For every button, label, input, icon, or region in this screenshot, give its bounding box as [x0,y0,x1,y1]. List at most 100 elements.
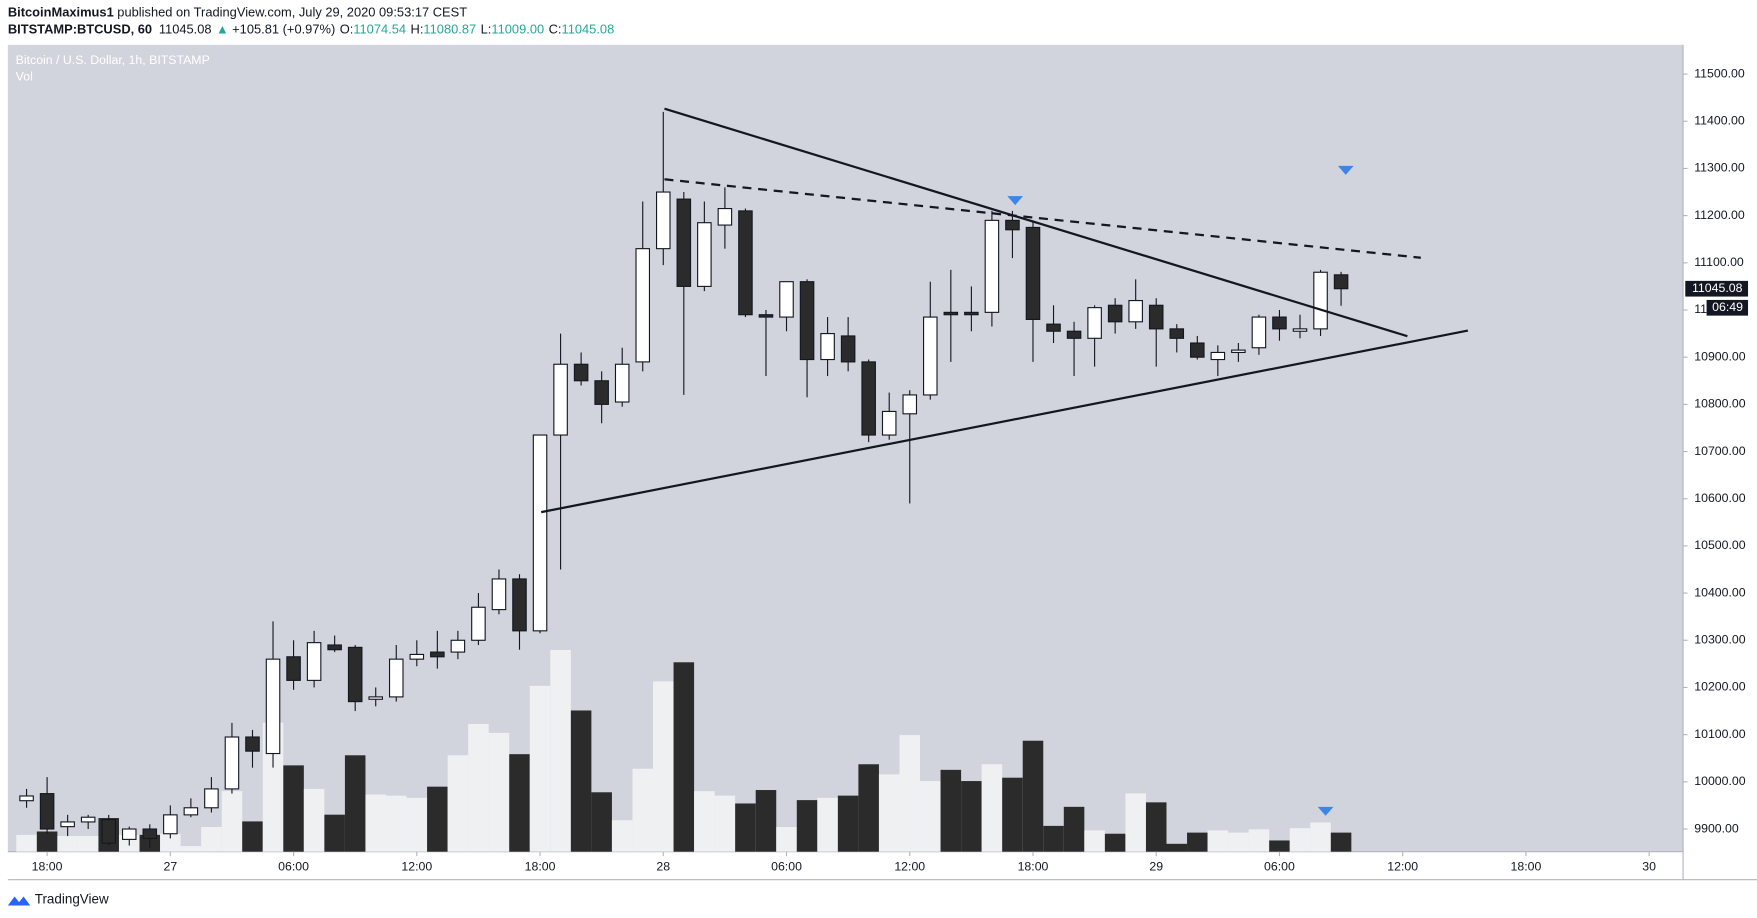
footer-logo: TradingView [7,891,109,906]
countdown-label: 06:49 [1712,300,1743,314]
h-value: 11080.87 [423,22,476,37]
candle-body [758,314,774,318]
candle-body [121,828,137,840]
candle-body [1005,219,1020,231]
candle-body [245,736,260,752]
volume-bar [981,764,1003,852]
candle-body [923,316,938,396]
candle-body [943,311,959,316]
x-tick-label: 30 [1642,860,1656,874]
candle-body [881,410,897,436]
candle-body [861,361,876,436]
footer-brand: TradingView [35,891,109,906]
candle-body [1292,328,1308,332]
y-tick-label: 10800.00 [1694,397,1746,411]
volume-bar [283,765,304,852]
y-tick-label: 9900.00 [1694,821,1739,835]
volume-bar [16,834,37,852]
volume-bar [714,795,736,852]
volume-bar [1187,832,1208,852]
candle-body [430,651,445,658]
candle-body [306,642,322,681]
volume-bar [427,786,448,852]
candle-body [1148,304,1164,330]
c-label: C: [549,22,562,37]
change: +105.81 (+0.97%) [232,22,335,37]
candle-body [265,658,281,755]
symbol-line: BITSTAMP:BTCUSD, 60 11045.08 ▲ +105.81 (+0.… [8,22,614,37]
y-tick-label: 10600.00 [1694,491,1746,505]
candle-body [1231,349,1246,354]
axes: 9900.00 10000.00 10100.00 10200.00 10300.00 1… [32,66,1749,874]
volume-bar [673,662,695,852]
volume-bar [365,794,386,852]
volume-bar [1166,843,1188,852]
y-tick-label: 10700.00 [1694,444,1746,458]
y-tick-label: 10200.00 [1694,680,1746,694]
h-label: H: [411,22,424,37]
volume-bar [201,827,222,852]
volume-bar [1002,777,1023,852]
y-tick-label: 10500.00 [1694,538,1746,552]
marker-arrow [1337,165,1354,175]
candle-body [368,696,384,700]
volume-bar [961,781,982,852]
candle-body [512,578,527,632]
candle-body [142,828,158,840]
candle-body [779,281,794,318]
volume-bar [344,755,366,852]
volume-bar [406,797,428,852]
volume-bar [1022,740,1044,852]
volume-bar [77,835,99,852]
x-tick-label: 12:00 [894,860,925,874]
countdown-tag [1706,299,1749,316]
candle-body [327,644,342,651]
symbol: BITSTAMP:BTCUSD, 60 [8,22,152,37]
candle-body [1087,307,1102,339]
candle-body [1313,271,1328,330]
y-tick-label: 11100.00 [1694,255,1744,269]
candle-body [286,656,301,681]
volume-bar [221,791,243,852]
volume-bar [1228,832,1249,852]
candle-body [840,335,856,363]
volume-bar [878,774,900,852]
candle-body [1046,323,1061,332]
volume-bar [755,790,777,852]
x-tick-label: 12:00 [1387,860,1418,874]
last-price-tag [1685,280,1749,297]
x-tick-label: 18:00 [32,860,63,874]
candle-body [491,578,507,611]
trendline-upper [664,107,1408,338]
x-tick-label: 28 [656,860,670,874]
x-tick-label: 29 [1149,860,1163,874]
logo-icon [7,896,31,906]
candle-body [984,219,1000,313]
y-tick-label: 11300.00 [1694,161,1745,175]
volume-bar [550,649,571,852]
marker-arrow [1007,196,1024,206]
candle-body [80,816,96,823]
trendline-lower [541,329,1469,514]
candle-body [573,363,589,382]
volume-bar [1248,829,1270,852]
volume-bar [796,800,818,852]
candle-body [347,646,363,703]
candle-body [1066,330,1082,339]
candle-body [738,210,753,316]
candle-body [697,222,712,287]
published: published on TradingView.com, July 29, 2… [114,5,467,20]
y-tick-label: 11200.00 [1694,208,1745,222]
candle-layer [19,111,1349,848]
volume-bar [262,722,284,852]
candle-body [409,653,425,660]
volume-bar [858,764,879,852]
volume-bar [180,846,202,852]
candle-body [553,363,568,436]
candle-body [902,394,918,415]
chart-pane [7,44,1684,852]
c-value: 11045.08 [562,22,615,37]
x-tick-label: 27 [163,860,177,874]
